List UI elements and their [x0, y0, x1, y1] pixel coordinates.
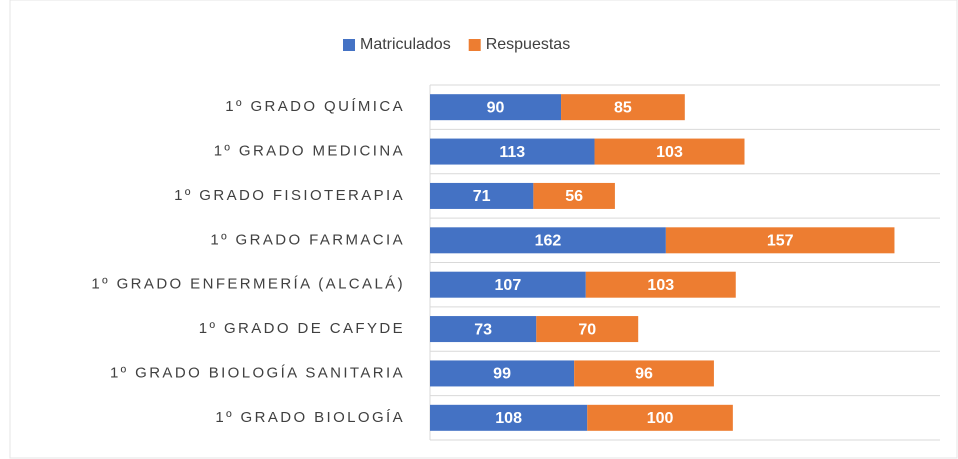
y-tick-label: 1º GRADO QUÍMICA — [225, 98, 405, 115]
value-label: 103 — [647, 277, 674, 294]
y-tick-label: 1º GRADO MEDICINA — [214, 143, 405, 160]
bar-segment — [594, 138, 745, 165]
bar-segment — [430, 316, 537, 343]
bar-segment — [430, 138, 595, 165]
value-label: 100 — [647, 410, 674, 427]
y-tick-label: 1º GRADO DE CAFYDE — [199, 320, 405, 337]
y-tick-label: 1º GRADO BIOLOGÍA SANITARIA — [110, 364, 405, 381]
bar-segment — [585, 271, 736, 298]
value-label: 108 — [495, 410, 522, 427]
y-tick-label: 1º GRADO BIOLOGÍA — [215, 409, 405, 426]
value-label: 107 — [495, 277, 522, 294]
bar-segment — [430, 94, 562, 121]
value-label: 113 — [499, 144, 525, 161]
value-label: 103 — [656, 144, 683, 161]
bar-segment — [665, 227, 895, 254]
value-label: 96 — [635, 366, 653, 383]
bar-segment — [561, 94, 685, 121]
bar-segment — [587, 404, 733, 431]
value-label: 73 — [474, 321, 492, 338]
bar-segment — [430, 360, 575, 387]
bar-segment — [536, 316, 639, 343]
value-label: 71 — [473, 188, 491, 205]
bar-segment — [430, 404, 588, 431]
bar-segment — [430, 227, 666, 254]
value-label: 70 — [578, 321, 596, 338]
value-label: 162 — [535, 233, 562, 250]
legend-swatch — [343, 39, 355, 51]
legend-label: Matriculados — [360, 36, 451, 53]
bar-segment — [430, 271, 586, 298]
bar-segment — [533, 182, 615, 209]
value-label: 99 — [493, 366, 511, 383]
value-label: 56 — [565, 188, 583, 205]
legend-swatch — [468, 39, 481, 51]
bar-segment — [430, 182, 534, 209]
legend-label: Respuestas — [486, 36, 571, 53]
y-tick-label: 1º GRADO FISIOTERAPIA — [174, 187, 405, 204]
value-label: 157 — [767, 233, 794, 250]
y-tick-label: 1º GRADO ENFERMERÍA (ALCALÁ) — [91, 276, 405, 293]
y-tick-label: 1º GRADO FARMACIA — [210, 231, 405, 248]
value-label: 85 — [614, 99, 632, 116]
bar-segment — [574, 360, 714, 387]
value-label: 90 — [487, 99, 505, 116]
